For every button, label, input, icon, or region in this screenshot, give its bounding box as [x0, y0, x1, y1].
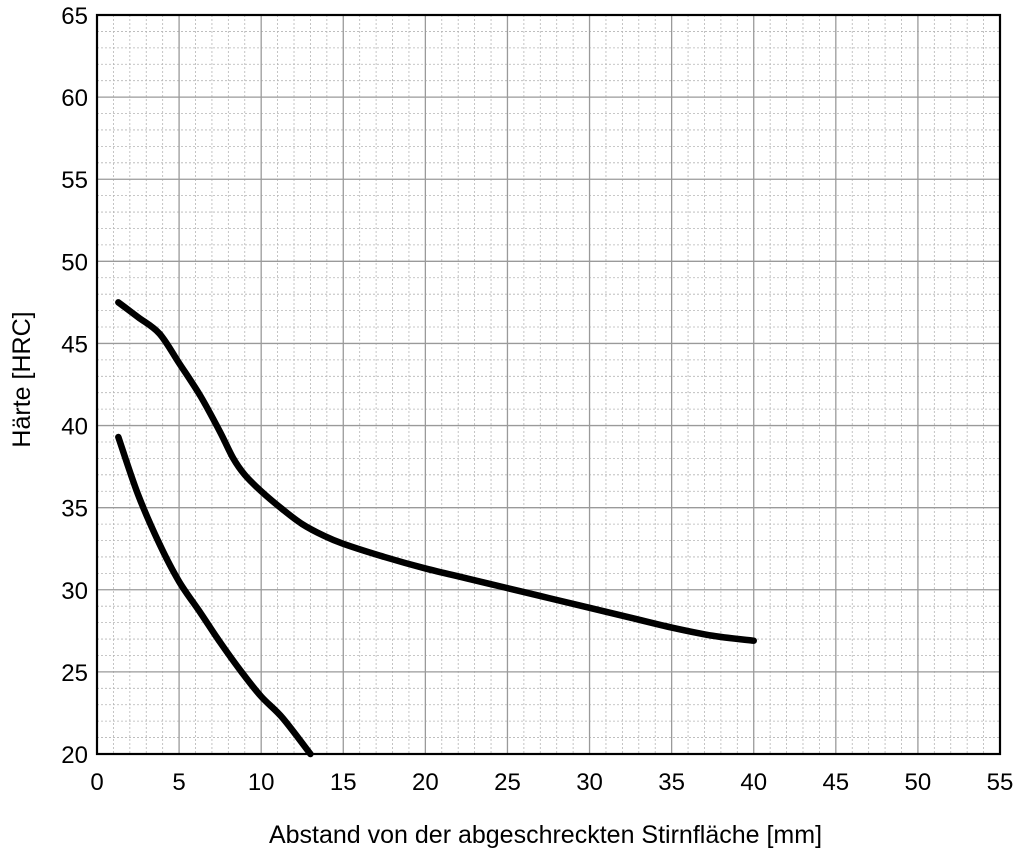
x-axis-title: Abstand von der abgeschreckten Stirnfläc… — [269, 821, 822, 849]
y-tick-label: 55 — [61, 167, 88, 194]
x-tick-label: 10 — [248, 769, 275, 796]
y-tick-labels: 20 25 30 35 40 45 50 55 60 65 — [61, 3, 88, 769]
minor-grid — [97, 15, 1000, 754]
y-tick-label: 60 — [61, 85, 88, 112]
y-tick-label: 30 — [61, 578, 88, 605]
x-tick-label: 15 — [330, 769, 357, 796]
series-line-1 — [115, 299, 757, 644]
x-tick-label: 55 — [987, 769, 1014, 796]
x-tick-label: 5 — [172, 769, 185, 796]
y-tick-label: 45 — [61, 331, 88, 358]
major-grid — [96, 14, 1001, 755]
x-tick-label: 30 — [576, 769, 603, 796]
series-layer — [115, 299, 757, 758]
y-tick-label: 20 — [61, 742, 88, 769]
x-tick-label: 20 — [412, 769, 439, 796]
x-tick-label: 45 — [822, 769, 849, 796]
y-tick-label: 40 — [61, 414, 88, 441]
y-tick-label: 35 — [61, 496, 88, 523]
x-tick-label: 35 — [658, 769, 685, 796]
x-tick-labels: 0 5 10 15 20 25 30 35 40 45 50 55 — [90, 769, 1013, 796]
y-axis-title: Härte [HRC] — [8, 311, 36, 447]
y-tick-label: 65 — [61, 3, 88, 30]
x-tick-label: 50 — [905, 769, 932, 796]
x-tick-label: 25 — [494, 769, 521, 796]
x-tick-label: 0 — [90, 769, 103, 796]
plot-frame — [95, 13, 1002, 756]
y-tick-label: 25 — [61, 660, 88, 687]
series-line-2 — [115, 433, 314, 758]
y-tick-label: 50 — [61, 249, 88, 276]
x-tick-label: 40 — [740, 769, 767, 796]
